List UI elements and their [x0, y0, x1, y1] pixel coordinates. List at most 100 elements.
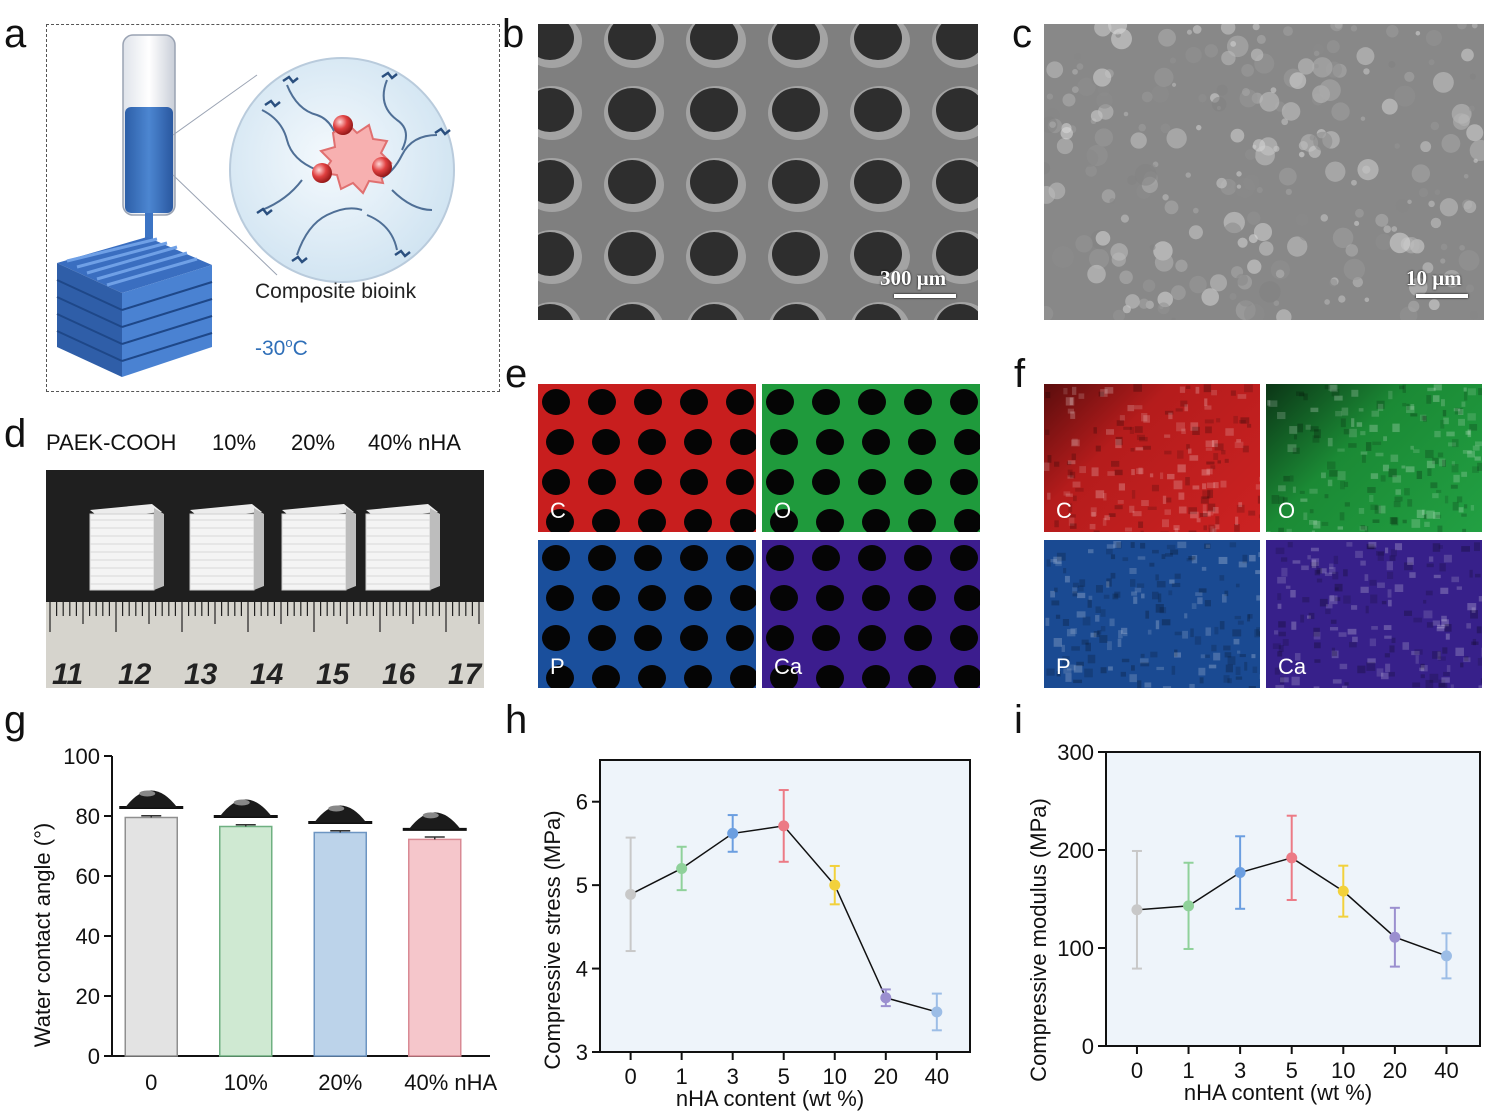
pore: [954, 585, 980, 611]
signal-speckle: [1287, 541, 1293, 548]
surface-particle: [1044, 162, 1051, 175]
ruler-number: 15: [316, 658, 351, 688]
pore: [772, 304, 820, 320]
surface-particle: [1319, 79, 1341, 101]
signal-speckle: [1351, 605, 1358, 610]
signal-speckle: [1300, 614, 1305, 623]
surface-particle: [1241, 63, 1254, 77]
data-point: [1131, 904, 1143, 916]
signal-speckle: [1441, 615, 1447, 622]
signal-speckle: [1144, 682, 1152, 688]
signal-speckle: [1299, 392, 1305, 397]
signal-speckle: [1309, 509, 1314, 514]
signal-speckle: [1236, 504, 1245, 513]
pore: [588, 469, 616, 495]
pore: [542, 469, 570, 495]
surface-particle: [1252, 24, 1260, 31]
signal-speckle: [1206, 461, 1215, 465]
signal-speckle: [1235, 516, 1239, 526]
pore: [766, 389, 794, 415]
signal-speckle: [1282, 638, 1289, 646]
signal-speckle: [1469, 569, 1473, 578]
signal-speckle: [1469, 424, 1478, 431]
signal-speckle: [1426, 510, 1435, 519]
signal-speckle: [1135, 447, 1144, 451]
signal-speckle: [1088, 595, 1093, 601]
eds-map-f-carbon: C: [1044, 384, 1260, 532]
signal-speckle: [1219, 621, 1225, 630]
signal-speckle: [1100, 609, 1106, 617]
signal-speckle: [1430, 482, 1438, 489]
surface-particle: [1085, 165, 1097, 177]
signal-speckle: [1427, 387, 1436, 392]
signal-speckle: [1177, 464, 1186, 473]
signal-speckle: [1133, 384, 1142, 392]
signal-speckle: [1063, 668, 1072, 674]
signal-speckle: [1467, 450, 1475, 458]
signal-speckle: [1073, 665, 1083, 673]
signal-speckle: [1305, 424, 1311, 430]
signal-speckle: [1139, 436, 1148, 442]
surface-particle: [1325, 161, 1346, 182]
signal-speckle: [1123, 632, 1128, 637]
signal-speckle: [1211, 389, 1218, 396]
surface-particle: [1360, 116, 1366, 121]
signal-speckle: [1329, 627, 1339, 631]
signal-speckle: [1162, 686, 1172, 688]
signal-speckle: [1129, 505, 1135, 513]
pore: [950, 625, 978, 651]
signal-speckle: [1461, 513, 1467, 517]
signal-speckle: [1174, 528, 1179, 532]
surface-particle: [1329, 278, 1338, 287]
signal-speckle: [1155, 620, 1160, 630]
signal-speckle: [1289, 475, 1294, 482]
signal-speckle: [1450, 684, 1454, 688]
signal-speckle: [1208, 664, 1217, 669]
signal-speckle: [1446, 431, 1455, 437]
x-tick-label: 10: [823, 1064, 847, 1089]
signal-speckle: [1176, 422, 1186, 432]
surface-particle: [1326, 40, 1340, 54]
signal-speckle: [1107, 471, 1115, 476]
droplet-highlight: [233, 799, 250, 806]
surface-particle: [1388, 60, 1396, 68]
x-tick-label: 0: [1131, 1058, 1143, 1083]
signal-speckle: [1461, 471, 1468, 477]
signal-speckle: [1116, 542, 1122, 549]
signal-speckle: [1072, 582, 1079, 588]
droplet-icon: [314, 805, 367, 823]
compressive-stress-line-chart: Compressive stress (MPa) nHA content (wt…: [540, 759, 971, 1111]
bar: [219, 825, 273, 1057]
signal-speckle: [1367, 545, 1376, 550]
sem-image-low-mag: 300 μm: [538, 24, 978, 320]
surface-particle: [1110, 243, 1128, 261]
surface-particle: [1440, 243, 1448, 251]
signal-speckle: [1321, 521, 1329, 526]
pore: [854, 160, 902, 204]
signal-speckle: [1429, 673, 1439, 683]
signal-speckle: [1380, 475, 1386, 482]
signal-speckle: [1072, 481, 1081, 488]
signal-speckle: [1257, 495, 1260, 504]
surface-particle: [1408, 300, 1420, 312]
signal-speckle: [1453, 408, 1461, 412]
signal-speckle: [1297, 667, 1303, 674]
signal-speckle: [1432, 493, 1439, 499]
bioprinting-schematic: [56, 34, 455, 377]
signal-speckle: [1181, 428, 1186, 435]
signal-speckle: [1289, 426, 1298, 434]
signal-speckle: [1162, 495, 1167, 504]
panel-c-label: c: [1012, 12, 1032, 56]
signal-speckle: [1389, 645, 1395, 653]
signal-speckle: [1341, 407, 1349, 416]
signal-speckle: [1328, 595, 1338, 605]
signal-speckle: [1413, 449, 1420, 454]
signal-speckle: [1097, 629, 1102, 635]
signal-speckle: [1360, 525, 1366, 530]
element-label: Ca: [1278, 654, 1307, 679]
signal-speckle: [1134, 426, 1143, 433]
surface-particle: [1313, 50, 1320, 57]
signal-speckle: [1437, 452, 1444, 458]
signal-speckle: [1192, 485, 1200, 490]
signal-speckle: [1235, 583, 1240, 588]
